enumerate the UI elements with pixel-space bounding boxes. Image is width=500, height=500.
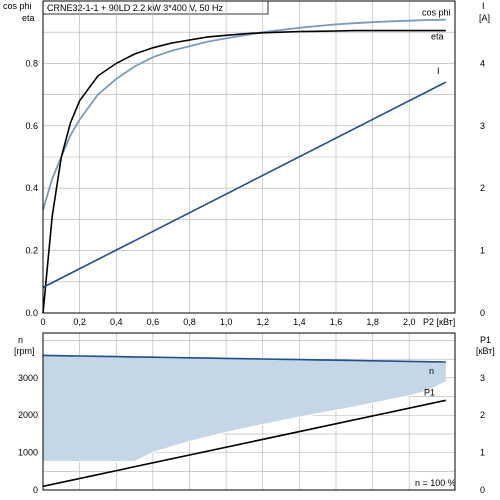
top-y-tick-label: 0.0: [25, 308, 38, 318]
top-right-y-label-line1: I: [482, 1, 485, 11]
top-x-tick-label: 0: [40, 317, 45, 327]
cos-phi-curve: [42, 18, 446, 211]
top-x-label: P2 [кВт]: [423, 317, 455, 327]
top-x-tick-label: 0,2: [73, 317, 86, 327]
top-x-tick-label: 1,4: [293, 317, 306, 327]
bottom-y-tick-label: 0: [33, 485, 38, 495]
bottom-y-label-line2: [rpm]: [14, 346, 35, 356]
top-y-tick-label: 0.8: [25, 58, 38, 68]
eta-series-label: eta: [431, 32, 444, 42]
bottom-y-tick-label: 3000: [18, 373, 38, 383]
top-right-y-label-line2: [A]: [479, 13, 490, 23]
bottom-y-tick-label: 2000: [18, 410, 38, 420]
top-series: cos phi eta I: [42, 8, 451, 314]
bottom-right-y-label-line2: [кВт]: [476, 346, 495, 356]
bottom-series: n P1: [42, 354, 447, 488]
top-right-y-tick-label: 4: [480, 58, 485, 68]
top-plot-frame: [42, 0, 456, 314]
current-line: [42, 81, 447, 289]
top-y-tick-label: 0.4: [25, 183, 38, 193]
speed-series-label: n: [429, 366, 434, 376]
bottom-right-y-tick-label: 3: [480, 373, 485, 383]
bottom-right-y-tick-label: 0: [480, 485, 485, 495]
p1-line: [42, 399, 446, 488]
top-x-tick-label: 2,0: [403, 317, 416, 327]
top-y-label-line2: eta: [22, 13, 35, 23]
top-right-y-tick-label: 0: [480, 308, 485, 318]
top-right-y-tick-label: 2: [480, 183, 485, 193]
top-right-y-tick-label: 1: [480, 246, 485, 256]
chart-title: CRNE32-1-1 + 90LD 2.2 kW 3*400 V, 50 Hz: [47, 3, 224, 13]
bottom-right-y-tick-label: 2: [480, 410, 485, 420]
current-series-label: I: [437, 66, 440, 76]
bottom-right-y-label-line1: P1: [480, 335, 491, 345]
speed-range-band: [43, 355, 446, 462]
cos-phi-series-label: cos phi: [422, 8, 451, 18]
eta-curve: [42, 29, 446, 314]
top-x-tick-label: 0,4: [110, 317, 123, 327]
top-right-y-tick-label: 3: [480, 121, 485, 131]
top-y-tick-label: 0.6: [25, 121, 38, 131]
bottom-annotation: n = 100 %: [415, 478, 456, 488]
bottom-plot-frame: [42, 332, 456, 491]
top-x-tick-label: 1,8: [366, 317, 379, 327]
top-tick-labels: 0 0,2 0,4 0,6 0,8 1,0 1,2 1,4 1,6 1,8 2,0 0.0 0.2 0.4…: [25, 58, 485, 327]
top-x-tick-label: 1,6: [330, 317, 343, 327]
bottom-y-tick-label: 1000: [18, 448, 38, 458]
bottom-tick-labels: 0 1000 2000 3000 0 1 2 3: [18, 373, 485, 495]
top-x-tick-label: 1,0: [220, 317, 233, 327]
speed-max-curve: [42, 354, 446, 363]
top-x-tick-label: 0,6: [147, 317, 160, 327]
top-y-tick-label: 0.2: [25, 246, 38, 256]
speed-min-curve: [43, 381, 447, 463]
p1-series-label: P1: [424, 387, 435, 397]
bottom-y-label-line1: n: [18, 335, 23, 345]
top-x-tick-label: 1,2: [256, 317, 269, 327]
top-y-label-line1: cos phi: [3, 1, 32, 11]
bottom-right-y-tick-label: 1: [480, 448, 485, 458]
top-x-tick-label: 0,8: [183, 317, 196, 327]
